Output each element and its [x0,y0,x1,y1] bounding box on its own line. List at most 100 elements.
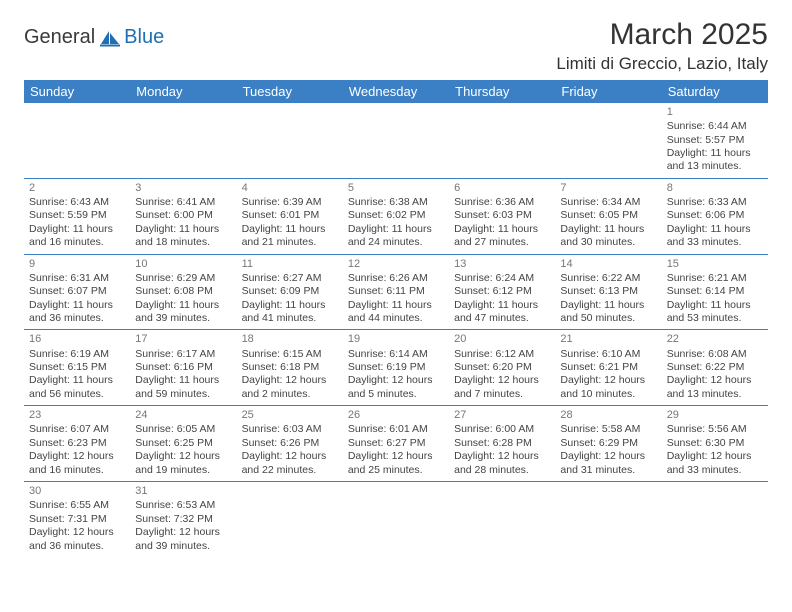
daylight-text: and 53 minutes. [667,312,763,325]
day-header-row: Sunday Monday Tuesday Wednesday Thursday… [24,80,768,103]
month-title: March 2025 [556,18,768,52]
daylight-text: Daylight: 12 hours [348,374,444,387]
daylight-text: Daylight: 12 hours [135,526,231,539]
day-cell: 23Sunrise: 6:07 AMSunset: 6:23 PMDayligh… [24,406,130,482]
daylight-text: Daylight: 11 hours [348,223,444,236]
day-number: 31 [135,484,231,498]
day-header: Wednesday [343,80,449,103]
brand-part2: Blue [124,26,164,49]
daylight-text: and 19 minutes. [135,464,231,477]
day-cell: 7Sunrise: 6:34 AMSunset: 6:05 PMDaylight… [555,178,661,254]
empty-cell [237,482,343,557]
title-block: March 2025 Limiti di Greccio, Lazio, Ita… [556,18,768,74]
sunset-text: Sunset: 6:09 PM [242,285,338,298]
brand-part1: General [24,26,95,49]
day-number: 11 [242,257,338,271]
sunrise-text: Sunrise: 6:31 AM [29,272,125,285]
empty-cell [555,103,661,178]
day-header: Saturday [662,80,768,103]
day-cell: 1Sunrise: 6:44 AMSunset: 5:57 PMDaylight… [662,103,768,178]
empty-cell [24,103,130,178]
day-cell: 10Sunrise: 6:29 AMSunset: 6:08 PMDayligh… [130,254,236,330]
day-cell: 11Sunrise: 6:27 AMSunset: 6:09 PMDayligh… [237,254,343,330]
sunrise-text: Sunrise: 6:34 AM [560,196,656,209]
daylight-text: Daylight: 12 hours [348,450,444,463]
day-number: 25 [242,408,338,422]
day-header: Sunday [24,80,130,103]
day-cell: 9Sunrise: 6:31 AMSunset: 6:07 PMDaylight… [24,254,130,330]
sunset-text: Sunset: 7:32 PM [135,513,231,526]
day-number: 5 [348,181,444,195]
day-header: Thursday [449,80,555,103]
day-cell: 6Sunrise: 6:36 AMSunset: 6:03 PMDaylight… [449,178,555,254]
sunset-text: Sunset: 6:05 PM [560,209,656,222]
day-number: 22 [667,332,763,346]
daylight-text: and 31 minutes. [560,464,656,477]
daylight-text: and 28 minutes. [454,464,550,477]
daylight-text: Daylight: 12 hours [242,450,338,463]
daylight-text: Daylight: 11 hours [29,299,125,312]
sunset-text: Sunset: 6:28 PM [454,437,550,450]
day-cell: 5Sunrise: 6:38 AMSunset: 6:02 PMDaylight… [343,178,449,254]
day-number: 23 [29,408,125,422]
daylight-text: and 2 minutes. [242,388,338,401]
brand-logo: General Blue [24,26,164,49]
sunrise-text: Sunrise: 6:33 AM [667,196,763,209]
sunrise-text: Sunrise: 6:14 AM [348,348,444,361]
sunset-text: Sunset: 6:06 PM [667,209,763,222]
day-cell: 18Sunrise: 6:15 AMSunset: 6:18 PMDayligh… [237,330,343,406]
day-number: 26 [348,408,444,422]
day-number: 16 [29,332,125,346]
day-number: 4 [242,181,338,195]
daylight-text: and 21 minutes. [242,236,338,249]
week-row: 9Sunrise: 6:31 AMSunset: 6:07 PMDaylight… [24,254,768,330]
day-header: Tuesday [237,80,343,103]
sunrise-text: Sunrise: 6:10 AM [560,348,656,361]
daylight-text: Daylight: 11 hours [560,223,656,236]
sunrise-text: Sunrise: 5:58 AM [560,423,656,436]
sunset-text: Sunset: 6:00 PM [135,209,231,222]
empty-cell [662,482,768,557]
sunrise-text: Sunrise: 6:24 AM [454,272,550,285]
day-cell: 15Sunrise: 6:21 AMSunset: 6:14 PMDayligh… [662,254,768,330]
week-row: 2Sunrise: 6:43 AMSunset: 5:59 PMDaylight… [24,178,768,254]
calendar-page: General Blue March 2025 Limiti di Grecci… [0,0,792,557]
day-cell: 2Sunrise: 6:43 AMSunset: 5:59 PMDaylight… [24,178,130,254]
daylight-text: Daylight: 11 hours [667,299,763,312]
day-number: 21 [560,332,656,346]
day-number: 6 [454,181,550,195]
sunrise-text: Sunrise: 6:39 AM [242,196,338,209]
daylight-text: and 10 minutes. [560,388,656,401]
sunset-text: Sunset: 6:27 PM [348,437,444,450]
empty-cell [449,482,555,557]
daylight-text: Daylight: 12 hours [454,450,550,463]
day-cell: 20Sunrise: 6:12 AMSunset: 6:20 PMDayligh… [449,330,555,406]
sunrise-text: Sunrise: 6:01 AM [348,423,444,436]
sunset-text: Sunset: 6:15 PM [29,361,125,374]
sunset-text: Sunset: 6:16 PM [135,361,231,374]
daylight-text: Daylight: 12 hours [29,526,125,539]
day-cell: 17Sunrise: 6:17 AMSunset: 6:16 PMDayligh… [130,330,236,406]
day-cell: 28Sunrise: 5:58 AMSunset: 6:29 PMDayligh… [555,406,661,482]
daylight-text: and 5 minutes. [348,388,444,401]
sunrise-text: Sunrise: 6:21 AM [667,272,763,285]
week-row: 1Sunrise: 6:44 AMSunset: 5:57 PMDaylight… [24,103,768,178]
sunrise-text: Sunrise: 6:22 AM [560,272,656,285]
daylight-text: Daylight: 11 hours [454,299,550,312]
daylight-text: and 44 minutes. [348,312,444,325]
day-cell: 22Sunrise: 6:08 AMSunset: 6:22 PMDayligh… [662,330,768,406]
daylight-text: and 22 minutes. [242,464,338,477]
sunrise-text: Sunrise: 6:55 AM [29,499,125,512]
daylight-text: Daylight: 12 hours [560,450,656,463]
sunset-text: Sunset: 6:21 PM [560,361,656,374]
sunrise-text: Sunrise: 6:17 AM [135,348,231,361]
daylight-text: Daylight: 11 hours [667,147,763,160]
daylight-text: Daylight: 11 hours [29,374,125,387]
day-cell: 4Sunrise: 6:39 AMSunset: 6:01 PMDaylight… [237,178,343,254]
daylight-text: and 36 minutes. [29,312,125,325]
day-number: 12 [348,257,444,271]
day-header: Friday [555,80,661,103]
daylight-text: and 13 minutes. [667,160,763,173]
sunset-text: Sunset: 5:59 PM [29,209,125,222]
sunrise-text: Sunrise: 6:38 AM [348,196,444,209]
